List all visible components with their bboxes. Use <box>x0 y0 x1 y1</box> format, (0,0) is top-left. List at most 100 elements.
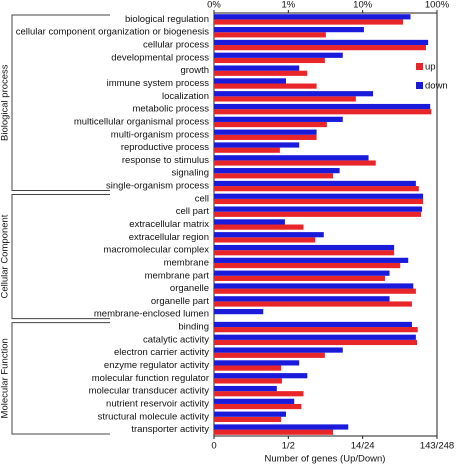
bar <box>214 45 426 51</box>
bar <box>214 424 349 430</box>
bar <box>214 250 395 256</box>
legend-label: down <box>425 81 448 92</box>
bar <box>214 193 424 199</box>
bar <box>214 262 401 269</box>
bar <box>214 14 411 20</box>
category-label: membrane-enclosed lumen <box>94 309 209 320</box>
category-label: organelle part <box>151 296 209 307</box>
bar <box>214 365 282 371</box>
legend-label: up <box>425 62 436 73</box>
bar <box>214 334 416 340</box>
category-label: organelle <box>170 283 209 294</box>
category-label: binding <box>178 322 209 333</box>
x2-tick-label: 143/248 <box>420 441 454 452</box>
category-label: molecular function regulator <box>92 373 209 384</box>
bar <box>214 411 286 417</box>
category-label: molecular transducer activity <box>89 386 210 397</box>
bar <box>214 198 424 205</box>
bar <box>214 65 300 71</box>
bar <box>214 391 304 397</box>
group-bracket <box>11 193 110 320</box>
category-label: developmental process <box>111 52 209 63</box>
bar <box>214 19 404 25</box>
bar <box>214 275 386 281</box>
bar <box>214 429 334 435</box>
bar <box>214 173 334 179</box>
bar <box>214 321 412 328</box>
bar <box>214 142 300 148</box>
bar <box>214 78 286 84</box>
x-tick-label: 10% <box>353 0 373 11</box>
category-label: immune system process <box>107 78 210 89</box>
bar <box>214 301 412 307</box>
x2-tick-label: 1/2 <box>282 441 295 452</box>
bar <box>214 360 300 366</box>
category-label: extracellular matrix <box>129 219 209 230</box>
bar <box>214 155 369 161</box>
legend-swatch <box>416 63 423 70</box>
bar <box>214 270 390 276</box>
bar <box>214 309 264 315</box>
bar <box>214 121 327 128</box>
bar <box>214 327 418 333</box>
category-label: electron carrier activity <box>114 347 209 358</box>
category-label: response to stimulus <box>122 155 209 166</box>
x-tick-label: 1% <box>281 0 295 11</box>
x2-tick-label: 14/24 <box>351 441 375 452</box>
bar <box>214 237 316 243</box>
bar <box>214 27 364 33</box>
category-label: transporter activity <box>131 424 209 435</box>
x2-tick-label: 0 <box>211 441 216 452</box>
category-label: single-organism process <box>106 181 209 192</box>
category-label: extracellular region <box>129 232 209 243</box>
group-bracket <box>11 322 110 435</box>
x-tick-label: 0% <box>207 0 221 11</box>
category-label: membrane part <box>145 270 210 281</box>
x-axis-label: Number of genes (Up/Down) <box>265 454 386 465</box>
group-label: Biological process <box>0 64 11 141</box>
bar <box>214 288 416 294</box>
bar <box>214 91 374 97</box>
bar <box>214 373 308 379</box>
bar <box>214 180 416 187</box>
category-label: membrane <box>164 257 209 268</box>
bar <box>214 116 343 122</box>
category-label: localization <box>162 91 209 102</box>
category-label: cell part <box>176 206 210 217</box>
bar <box>214 52 343 58</box>
category-label: signaling <box>172 168 210 179</box>
bar <box>214 83 317 89</box>
bar <box>214 129 317 135</box>
bar <box>214 109 432 115</box>
category-label: macromolecular complex <box>103 245 209 256</box>
category-label: cellular process <box>143 40 209 51</box>
bar <box>214 168 340 174</box>
bar <box>214 103 431 110</box>
bar <box>214 283 414 289</box>
bar <box>214 224 304 230</box>
category-label: catalytic activity <box>143 334 209 345</box>
bar <box>214 232 324 238</box>
category-label: multicellular organismal process <box>74 116 209 127</box>
legend-swatch <box>416 82 423 89</box>
category-label: biological regulation <box>125 14 209 25</box>
bar <box>214 219 285 225</box>
bar <box>214 70 308 76</box>
category-label: cellular component organization or bioge… <box>16 27 210 38</box>
category-label: multi-organism process <box>111 129 209 140</box>
bar <box>214 244 395 251</box>
group-bracket <box>11 14 110 191</box>
bar <box>214 96 356 102</box>
bar <box>214 57 325 64</box>
bar <box>214 147 280 153</box>
bar <box>214 339 418 346</box>
bar <box>214 296 390 302</box>
bar <box>214 352 325 358</box>
category-label: nutrient reservoir activity <box>106 398 209 409</box>
category-label: growth <box>180 65 209 76</box>
bar <box>214 206 423 212</box>
bar <box>214 134 317 140</box>
bar <box>214 403 302 410</box>
category-label: metabolic process <box>132 104 209 115</box>
